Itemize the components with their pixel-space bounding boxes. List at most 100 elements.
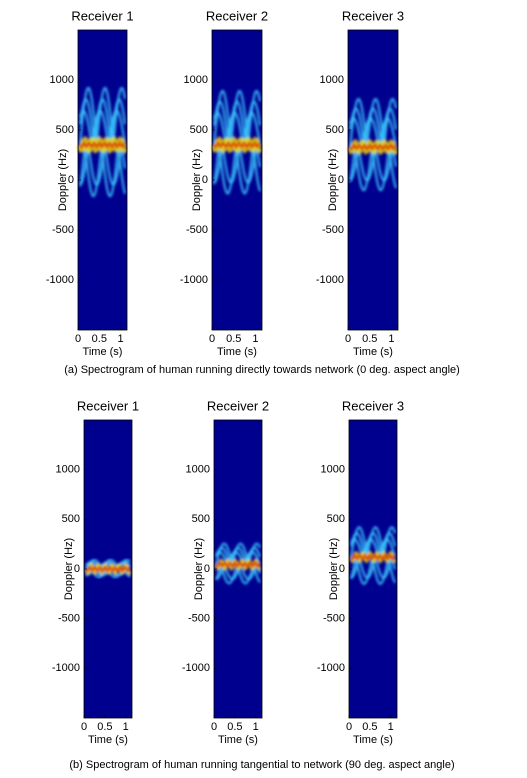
y-tick-label: 1000	[56, 464, 80, 476]
spectrogram-trace	[348, 107, 398, 147]
x-tick-label: 0.5	[362, 721, 377, 733]
y-tick-label: -500	[322, 224, 344, 236]
spectrogram-trace	[350, 538, 397, 560]
caption: (a) Spectrogram of human running directl…	[64, 364, 460, 376]
spectrogram-core	[213, 140, 261, 149]
y-tick-label: -1000	[52, 662, 80, 674]
spectrogram-pattern	[76, 86, 128, 198]
spectrogram-trace	[212, 145, 262, 195]
spectrogram-pattern	[210, 89, 263, 195]
spectrogram-trace	[78, 145, 127, 198]
subplot-title: Receiver 3	[342, 398, 404, 413]
y-tick-label: -500	[186, 224, 208, 236]
y-tick-label: 1000	[50, 74, 74, 86]
x-axis-label: Time (s)	[88, 734, 128, 746]
y-tick-label: 0	[338, 174, 344, 186]
subplot-title: Receiver 2	[207, 398, 269, 413]
y-tick-label: 500	[62, 513, 80, 525]
spectrogram-pattern	[214, 542, 262, 585]
spectrogram-core	[349, 143, 397, 151]
spectrogram-trace	[348, 147, 398, 192]
x-tick-label: 0.5	[97, 721, 112, 733]
subplot: Receiver 1 Time (s) Doppler (Hz) -1000 -500 0…	[52, 398, 139, 745]
y-tick-label: 500	[190, 124, 208, 136]
subplot-title: Receiver 3	[342, 8, 404, 23]
spectrogram-trace	[214, 546, 262, 568]
y-tick-label: 0	[339, 563, 345, 575]
y-tick-label: 0	[202, 174, 208, 186]
x-axis-label: Time (s)	[217, 346, 257, 358]
y-tick-label: 1000	[186, 464, 210, 476]
spectrogram-trace	[78, 97, 127, 145]
subplot: Receiver 2 Time (s) Doppler (Hz) -1000 -500 0…	[182, 398, 269, 745]
y-axis-label: Doppler (Hz)	[328, 538, 340, 600]
y-tick-label: 1000	[184, 74, 208, 86]
y-tick-label: -1000	[46, 274, 74, 286]
spectrogram-trace	[85, 560, 131, 571]
spectrogram-trace	[212, 100, 262, 145]
y-tick-label: 0	[68, 174, 74, 186]
x-tick-label: 1	[123, 721, 129, 733]
subplot: Receiver 3 Time (s) Doppler (Hz) -1000 -500 0…	[317, 398, 404, 745]
x-tick-label: 0	[75, 333, 81, 345]
spectrogram-core	[85, 564, 131, 574]
x-tick-label: 0.5	[362, 333, 377, 345]
x-tick-label: 0	[345, 333, 351, 345]
spectrogram-trace	[78, 109, 127, 146]
spectrogram-trace	[348, 117, 398, 148]
x-tick-label: 0.5	[226, 333, 241, 345]
x-axis-label: Time (s)	[353, 734, 393, 746]
y-axis-label: Doppler (Hz)	[327, 149, 339, 211]
spectrogram-background	[78, 30, 127, 330]
x-tick-label: 1	[388, 721, 394, 733]
spectrogram-trace	[215, 550, 262, 567]
y-tick-label: 500	[192, 513, 210, 525]
y-tick-label: -500	[58, 613, 80, 625]
y-axis-label: Doppler (Hz)	[57, 149, 69, 211]
x-axis-label: Time (s)	[83, 346, 123, 358]
x-tick-label: 0.5	[92, 333, 107, 345]
y-tick-label: 0	[204, 563, 210, 575]
x-tick-label: 0	[81, 721, 87, 733]
y-axis-label: Doppler (Hz)	[63, 538, 75, 600]
subplot-title: Receiver 1	[71, 8, 133, 23]
x-tick-label: 0.5	[227, 721, 242, 733]
spectrogram-background	[348, 30, 398, 330]
spectrogram-pattern	[84, 559, 132, 579]
spectrogram-core	[350, 553, 396, 562]
x-axis-label: Time (s)	[218, 734, 258, 746]
y-tick-label: -1000	[180, 274, 208, 286]
y-tick-label: 500	[56, 124, 74, 136]
x-tick-label: 1	[388, 333, 394, 345]
y-tick-label: 500	[326, 124, 344, 136]
spectrogram-pattern	[346, 97, 399, 192]
y-tick-label: 1000	[321, 464, 345, 476]
x-axis-label: Time (s)	[353, 346, 393, 358]
x-tick-label: 0	[346, 721, 352, 733]
subplot-title: Receiver 2	[206, 8, 268, 23]
spectrogram-core	[79, 140, 126, 149]
subplot: Receiver 2 Time (s) Doppler (Hz) -1000 -500 0…	[180, 8, 268, 357]
x-tick-label: 1	[118, 333, 124, 345]
spectrogram-core	[215, 560, 261, 569]
y-axis-label: Doppler (Hz)	[191, 149, 203, 211]
y-tick-label: -500	[323, 613, 345, 625]
y-axis-label: Doppler (Hz)	[193, 538, 205, 600]
y-tick-label: -500	[52, 224, 74, 236]
x-tick-label: 0	[211, 721, 217, 733]
x-tick-label: 0	[209, 333, 215, 345]
spectrogram-pattern	[349, 526, 397, 586]
subplot: Receiver 1 Time (s) Doppler (Hz) -1000 -500 0…	[46, 8, 134, 357]
y-tick-label: 1000	[320, 74, 344, 86]
y-tick-label: -1000	[182, 662, 210, 674]
y-tick-label: -1000	[317, 662, 345, 674]
spectrogram-trace	[349, 532, 397, 557]
y-tick-label: -1000	[316, 274, 344, 286]
spectrogram-background	[212, 30, 262, 330]
spectrogram-trace	[212, 111, 262, 146]
x-tick-label: 1	[252, 333, 258, 345]
y-tick-label: 0	[74, 563, 80, 575]
x-tick-label: 1	[253, 721, 259, 733]
y-tick-label: 500	[327, 513, 345, 525]
